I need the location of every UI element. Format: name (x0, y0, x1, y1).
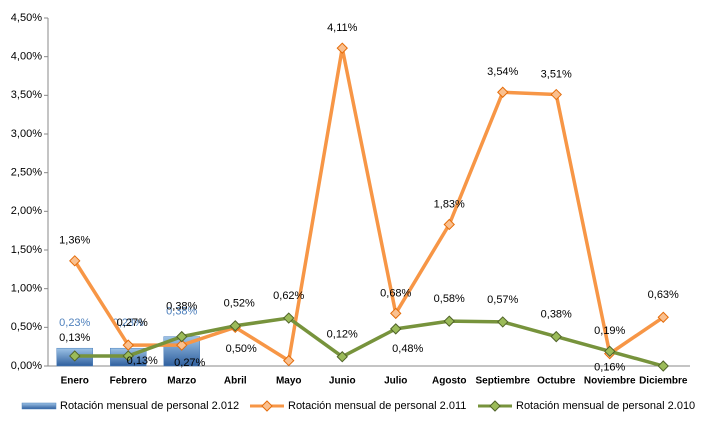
data-label: 0,48% (392, 343, 423, 355)
legend-marker (489, 400, 501, 412)
x-tick-label: Junio (329, 376, 356, 387)
y-tick-label: 2,50% (11, 167, 42, 179)
marker (229, 320, 241, 332)
legend-label: Rotación mensual de personal 2.011 (288, 400, 466, 412)
marker (443, 218, 455, 231)
y-tick-label: 4,00% (11, 51, 42, 63)
y-tick-label: 4,50% (11, 12, 42, 24)
data-label: 0,38% (166, 301, 197, 313)
marker (176, 330, 188, 343)
data-label: 3,54% (487, 66, 518, 78)
y-tick-label: 3,50% (11, 89, 42, 101)
marker (550, 330, 562, 343)
marker (390, 307, 402, 320)
y-tick-label: 3,00% (11, 128, 42, 140)
legend-label: Rotación mensual de personal 2.010 (516, 400, 695, 412)
data-label: 0,68% (380, 287, 411, 299)
data-label: 0,12% (327, 329, 358, 341)
data-label: 1,36% (59, 235, 90, 247)
data-label: 0,27% (174, 357, 205, 369)
marker (550, 88, 562, 101)
marker (657, 311, 669, 323)
y-tick-label: 1,00% (11, 283, 42, 295)
marker (69, 255, 81, 267)
legend-swatch (21, 402, 57, 410)
marker (336, 351, 348, 363)
data-label: 0,38% (166, 306, 197, 318)
data-label: 0,62% (273, 290, 304, 302)
line (74, 316, 664, 368)
data-label: 0,19% (594, 325, 625, 337)
data-label: 0,50% (226, 343, 257, 355)
data-label: 0,58% (434, 293, 465, 305)
marker (657, 360, 669, 372)
marker (497, 316, 509, 328)
marker (604, 345, 616, 358)
x-tick-label: Febrero (110, 376, 147, 387)
marker (176, 339, 188, 351)
data-label: 1,83% (434, 198, 465, 210)
marker (122, 350, 134, 362)
data-label: 0,23% (59, 317, 90, 329)
x-tick-label: Enero (61, 376, 89, 387)
marker (122, 339, 134, 351)
y-tick-label: 1,50% (11, 244, 42, 256)
data-label: 0,38% (541, 309, 572, 321)
data-label: 0,63% (648, 289, 679, 301)
x-tick-label: Octubre (537, 376, 576, 387)
data-label: 0,13% (127, 355, 158, 367)
x-tick-label: Mayo (276, 376, 302, 387)
marker (497, 86, 509, 98)
x-tick-label: Marzo (167, 376, 196, 387)
data-label: 0,23% (113, 317, 144, 329)
data-label: 0,52% (224, 298, 255, 310)
marker (283, 354, 295, 367)
marker (69, 350, 81, 362)
data-label: 0,16% (594, 362, 625, 374)
marker (443, 315, 455, 327)
y-tick-label: 0,50% (11, 321, 42, 333)
data-label: 3,51% (541, 68, 572, 80)
x-tick-label: Septiembre (476, 376, 531, 387)
x-tick-label: Noviembre (584, 376, 636, 387)
marker (390, 323, 402, 335)
x-tick-label: Agosto (432, 376, 466, 387)
x-tick-label: Diciembre (639, 376, 688, 387)
data-label: 4,11% (327, 22, 358, 34)
marker (283, 312, 295, 324)
x-tick-label: Julio (384, 376, 407, 387)
data-label: 0,57% (487, 294, 518, 306)
legend-label: Rotación mensual de personal 2.012 (60, 400, 239, 412)
legend-marker (261, 400, 273, 412)
line (73, 46, 665, 363)
data-label: 0,27% (117, 317, 148, 329)
data-label: 0,13% (59, 332, 90, 344)
marker (336, 42, 348, 54)
x-tick-label: Abril (224, 376, 247, 387)
y-tick-label: 0,00% (11, 360, 42, 372)
y-tick-label: 2,00% (11, 205, 42, 217)
